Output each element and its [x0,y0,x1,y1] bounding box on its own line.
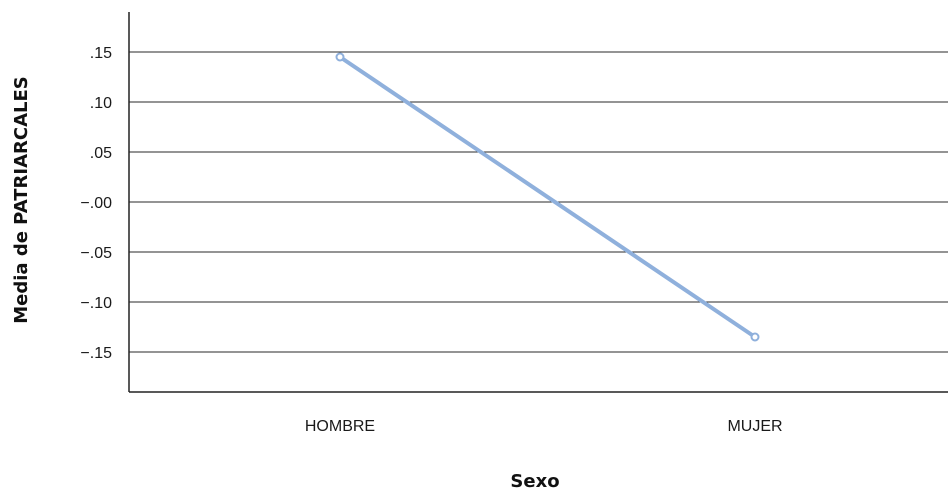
data-points [335,52,760,342]
data-point [750,332,760,342]
y-tick-label: .10 [90,95,112,112]
data-point [335,52,345,62]
y-tick-label: .15 [90,45,112,62]
x-category-label: MUJER [727,418,782,435]
series-lines [338,55,757,339]
y-tick-label: .05 [90,145,112,162]
x-axis-title: Sexo [510,471,559,492]
y-tick-label: −.05 [80,245,112,262]
gridlines [129,51,948,353]
x-category-labels: HOMBRE MUJER [305,418,783,435]
y-tick-label: −.10 [80,295,112,312]
x-category-label: HOMBRE [305,418,375,435]
y-tick-label: −.15 [80,345,112,362]
y-tick-labels: .15 .10 .05 −.00 −.05 −.10 −.15 [80,45,112,362]
y-axis-title: Media de PATRIARCALES [11,76,32,324]
series-line [338,55,757,339]
y-tick-label: −.00 [80,195,112,212]
